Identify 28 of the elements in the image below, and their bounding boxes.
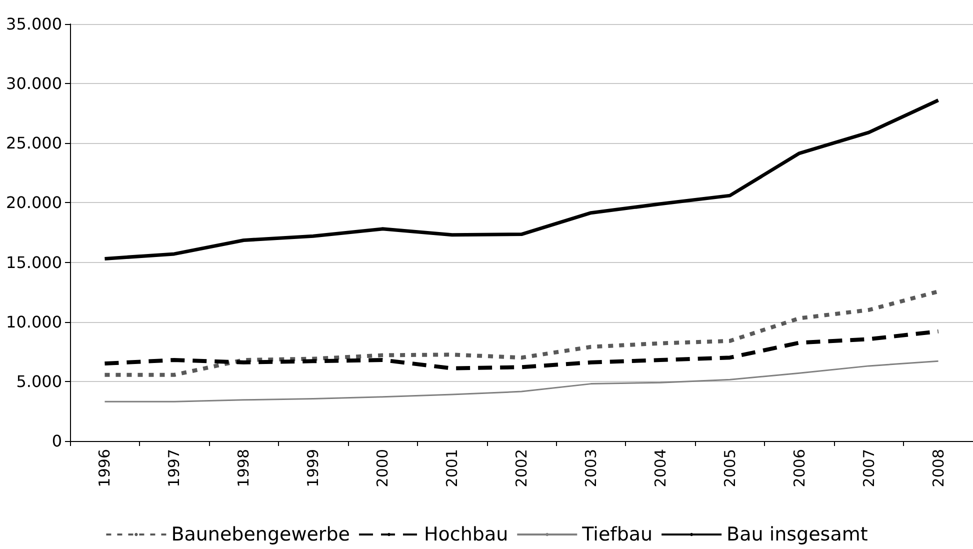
y-tick-label: 0 [52,432,62,450]
x-tick-label: 2007 [860,449,878,488]
x-tick-label: 2001 [443,449,462,488]
x-tick-label: 2000 [374,449,392,488]
x-tick-label: 2004 [651,449,670,488]
x-tick-label: 1998 [234,449,253,488]
y-tick-label: 30.000 [6,74,62,94]
y-tick-label: 35.000 [6,14,62,34]
x-tick-label: 2005 [720,449,739,488]
x-tick-label: 2008 [929,449,948,488]
legend-label: Bau insgesamt [726,524,868,546]
line-series [102,329,940,370]
x-tick-label: 1997 [165,449,184,488]
legend-label: Baunebengewerbe [171,524,350,546]
x-tick-label: 1999 [304,449,322,488]
x-tick-label: 2002 [512,449,530,488]
line-series [104,360,940,402]
y-tick-label: 25.000 [6,134,62,153]
y-tick-label: 15.000 [6,252,62,272]
y-tick-label: 20.000 [6,193,62,212]
x-tick-label: 2006 [790,449,808,488]
legend-label: Hochbau [424,524,508,546]
line-series [102,98,940,260]
x-tick-label: 1996 [96,449,114,488]
y-tick-label: 10.000 [6,312,62,332]
legend-label: Tiefbau [581,524,653,546]
y-tick-label: 5.000 [16,372,62,391]
x-tick-label: 2003 [582,449,600,488]
